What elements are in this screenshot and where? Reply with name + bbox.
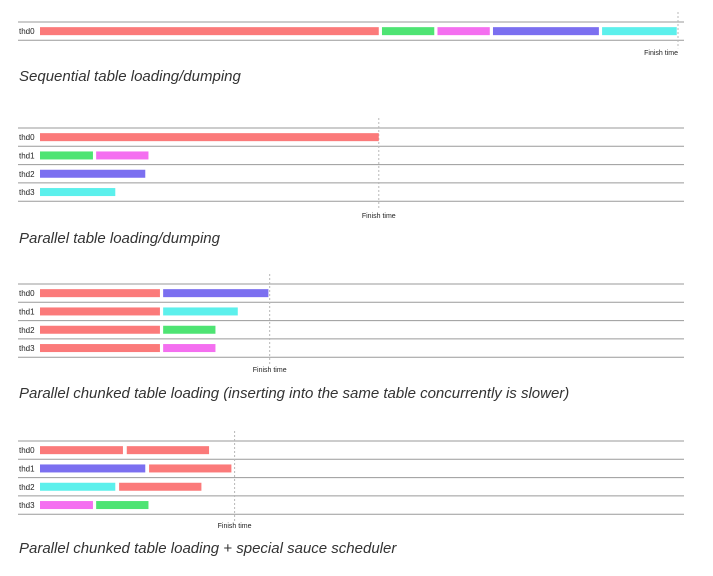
task-bar	[437, 27, 490, 36]
task-bar	[40, 464, 146, 473]
task-bar	[96, 151, 149, 160]
finish-time-label: Finish time	[253, 367, 287, 374]
task-bar	[40, 188, 116, 197]
task-bar	[602, 27, 677, 36]
finish-time-label: Finish time	[218, 523, 252, 530]
thread-label: thd1	[19, 464, 35, 473]
task-bar	[40, 307, 160, 316]
thread-label: thd3	[19, 501, 35, 510]
task-bar	[40, 151, 93, 160]
task-bar	[163, 325, 216, 334]
task-bar	[40, 325, 160, 334]
caption-sequential: Sequential table loading/dumping	[19, 68, 241, 85]
finish-time-label: Finish time	[644, 50, 678, 57]
task-bar	[40, 344, 160, 353]
thread-label: thd2	[19, 326, 35, 335]
task-bar	[163, 344, 216, 353]
task-bar	[40, 289, 160, 298]
thread-label: thd2	[19, 170, 35, 179]
finish-time-label: Finish time	[362, 213, 396, 220]
thread-label: thd3	[19, 188, 35, 197]
task-bar	[381, 27, 435, 36]
task-bar	[40, 27, 379, 36]
thread-label: thd1	[19, 151, 35, 160]
task-bar	[149, 464, 232, 473]
task-bar	[40, 482, 116, 491]
task-bar	[163, 289, 269, 298]
caption-parallel: Parallel table loading/dumping	[19, 230, 220, 247]
task-bar	[96, 501, 149, 510]
task-bar	[40, 133, 379, 142]
thread-label: thd0	[19, 133, 35, 142]
task-bar	[163, 307, 238, 316]
caption-parallel-chunked: Parallel chunked table loading (insertin…	[19, 385, 570, 402]
task-bar	[40, 446, 123, 455]
task-bar	[119, 482, 202, 491]
task-bar	[126, 446, 210, 455]
task-bar	[40, 169, 146, 178]
task-bar	[492, 27, 599, 36]
thread-label: thd3	[19, 344, 35, 353]
thread-label: thd0	[19, 27, 35, 36]
caption-scheduler: Parallel chunked table loading + special…	[19, 540, 397, 557]
thread-label: thd2	[19, 483, 35, 492]
task-bar	[40, 501, 93, 510]
thread-label: thd0	[19, 446, 35, 455]
thread-label: thd0	[19, 289, 35, 298]
thread-label: thd1	[19, 307, 35, 316]
